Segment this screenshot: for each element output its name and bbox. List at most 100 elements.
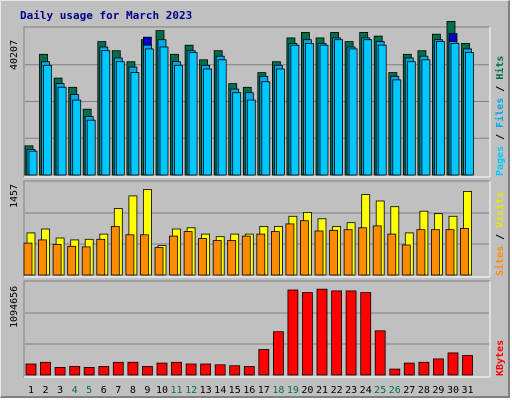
day-label-25: 25 [374,385,386,396]
bar-pages-day-7 [115,61,125,176]
day-label-4: 4 [72,385,78,396]
bar-sites-day-6 [96,238,106,276]
day-label-18: 18 [272,385,284,396]
bar-kbytes-day-5 [83,366,95,376]
bar-pages-day-1 [28,150,38,176]
day-label-13: 13 [200,385,212,396]
ymax-label-hits: 40207 [9,40,20,70]
bar-kbytes-day-28 [418,361,430,376]
bar-sites-day-30 [445,229,455,276]
bar-kbytes-day-27 [403,362,415,376]
bar-kbytes-day-26 [389,368,401,376]
bar-sites-day-16 [241,235,251,276]
bar-kbytes-day-31 [462,355,473,376]
bar-kbytes-day-12 [185,363,197,376]
bar-kbytes-day-8 [127,361,139,376]
bar-pages-day-2 [43,64,52,176]
bar-kbytes-day-30 [447,352,459,376]
legend-files: Files [494,98,506,128]
bar-kbytes-day-9 [141,366,153,376]
bar-kbytes-day-2 [40,361,51,376]
legend-sep-2: / [495,80,506,98]
bar-sites-day-19 [285,223,295,276]
legend-sites: Sites [494,246,506,276]
day-label-17: 17 [258,385,270,396]
bar-sites-day-8 [125,234,135,276]
day-label-12: 12 [185,385,197,396]
bar-sites-day-5 [81,246,91,276]
day-label-29: 29 [432,385,444,396]
day-label-28: 28 [418,385,430,396]
bar-sites-day-10 [154,247,164,276]
bar-pages-day-17 [261,81,271,176]
bar-kbytes-day-17 [258,349,270,376]
legend-pages: Pages [495,146,506,176]
bar-pages-day-18 [275,68,285,176]
legend-sep-3: / [495,228,506,246]
bar-kbytes-day-6 [98,366,110,376]
bar-pages-day-4 [72,99,82,176]
bar-kbytes-day-1 [25,363,37,376]
day-label-30: 30 [447,385,459,396]
bar-kbytes-day-3 [54,366,66,376]
day-label-27: 27 [403,385,415,396]
bar-sites-day-11 [169,235,178,276]
bar-pages-day-27 [406,61,416,176]
legend-hits: Hits [494,56,506,80]
bar-sites-day-23 [343,229,353,276]
day-label-6: 6 [101,385,107,396]
bar-kbytes-day-19 [287,289,299,376]
bar-pages-day-19 [290,44,300,176]
bar-sites-day-15 [227,240,237,276]
bar-kbytes-day-11 [171,361,182,376]
bar-pages-day-28 [421,59,431,176]
day-label-20: 20 [301,385,313,396]
bar-kbytes-day-22 [331,290,343,376]
bar-kbytes-day-23 [345,290,357,376]
bar-pages-day-22 [334,39,344,176]
day-labels: 1 2 3 4 5 6 7 8 9 10 11 12 13 14 15 16 17 18 19 20 21 22 23 24 2… [28,385,474,396]
bar-sites-day-21 [314,230,324,276]
bar-kbytes-day-10 [156,362,168,376]
chart-title: Daily usage for March 2023 [20,9,192,22]
bar-sites-day-12 [183,231,193,276]
bar-sites-day-2 [38,239,47,276]
bar-pages-day-30 [450,43,460,176]
legend-visits: Visits [494,192,506,228]
day-label-5: 5 [86,385,92,396]
bar-sites-day-7 [110,226,120,276]
bar-pages-day-24 [363,39,373,176]
bar-sites-day-20 [299,220,309,276]
bar-pages-day-8 [130,72,140,176]
day-label-15: 15 [229,385,241,396]
legend-visits-sites: Sites / Visits [494,192,506,276]
day-label-3: 3 [57,385,63,396]
bar-sites-day-28 [416,229,426,276]
day-label-21: 21 [316,385,328,396]
day-label-31: 31 [461,385,473,396]
bar-sites-day-17 [256,233,266,276]
bar-kbytes-day-4 [69,366,81,376]
bar-sites-day-4 [67,245,77,276]
bars [23,20,474,376]
bar-kbytes-day-24 [360,292,372,376]
bar-kbytes-day-15 [229,365,241,376]
bar-pages-day-31 [465,52,474,176]
bar-kbytes-day-13 [200,363,212,376]
bar-pages-day-12 [188,52,198,176]
ymax-label-visits: 1457 [9,184,20,208]
bar-kbytes-day-29 [432,358,444,376]
bar-pages-day-6 [101,50,111,176]
day-label-10: 10 [156,385,168,396]
bar-sites-day-31 [460,227,469,276]
bar-pages-day-26 [392,79,402,176]
day-label-14: 14 [214,385,226,396]
bar-sites-day-26 [387,233,397,276]
bar-pages-day-13 [203,68,213,176]
legend-kbytes: KBytes [495,340,506,376]
bar-sites-day-14 [212,240,222,276]
day-label-16: 16 [243,385,255,396]
bar-sites-day-18 [270,231,280,276]
day-label-9: 9 [144,385,150,396]
